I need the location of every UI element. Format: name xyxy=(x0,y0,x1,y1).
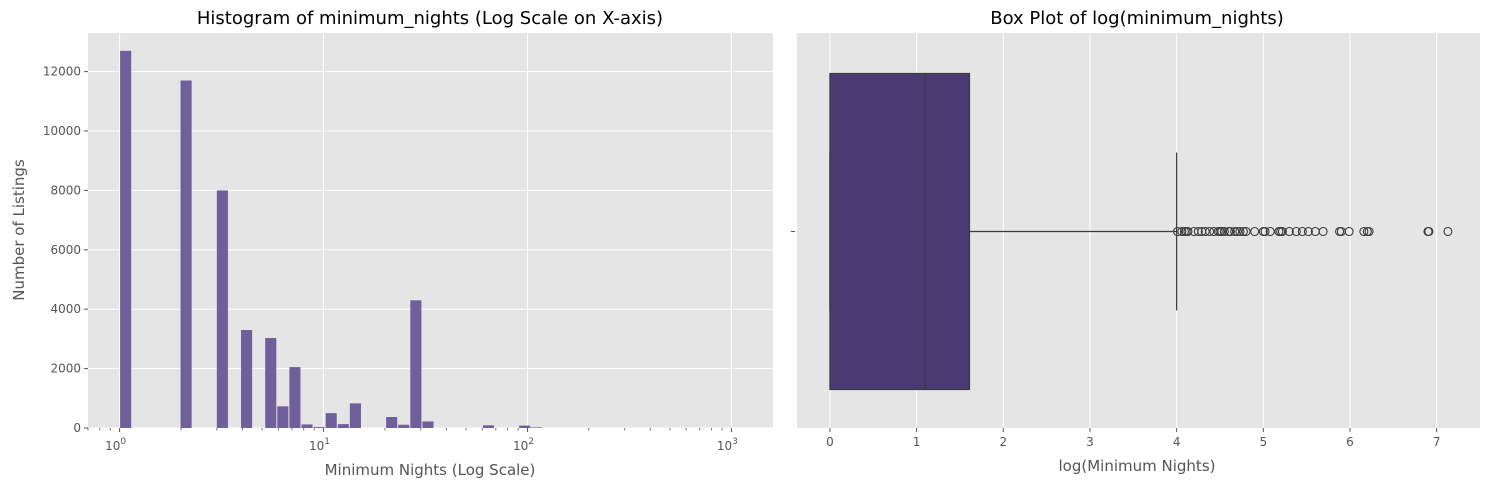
histogram-bar xyxy=(325,413,337,428)
boxplot-outlier xyxy=(1177,226,1187,237)
histogram-y-axis-label: Number of Listings xyxy=(10,159,28,301)
boxplot-x-tick-label: 1 xyxy=(913,435,921,449)
boxplot-title: Box Plot of log(minimum_nights) xyxy=(990,8,1283,29)
boxplot-outlier xyxy=(1193,226,1203,237)
boxplot-x-axis-label: log(Minimum Nights) xyxy=(1059,457,1216,475)
boxplot-outlier xyxy=(1200,226,1210,237)
boxplot-outlier xyxy=(1359,226,1369,237)
histogram-grid xyxy=(88,33,773,429)
boxplot-outlier xyxy=(1297,226,1307,237)
tick-base: 10 xyxy=(309,439,324,453)
tick-base: 10 xyxy=(717,439,732,453)
histogram-y-tick-label: 12000 xyxy=(43,65,81,79)
tick-exponent: 3 xyxy=(732,437,738,447)
histogram-y-tick-label: 8000 xyxy=(50,183,81,197)
boxplot-x-tick-label: 6 xyxy=(1346,435,1354,449)
boxplot-outlier xyxy=(1232,226,1242,237)
histogram-x-tick-label: 103 xyxy=(717,437,738,453)
boxplot-outlier xyxy=(1205,226,1215,237)
tick-base: 10 xyxy=(105,439,120,453)
boxplot-outlier xyxy=(1291,226,1301,237)
histogram-bar xyxy=(241,329,253,428)
boxplot-outlier xyxy=(1238,226,1248,237)
boxplot-outlier xyxy=(1230,226,1240,237)
histogram-y-tick-label: 10000 xyxy=(43,124,81,138)
histogram-x-tick-label: 102 xyxy=(513,437,534,453)
histogram-bar xyxy=(398,424,410,428)
histogram-bar xyxy=(301,424,313,428)
boxplot-outlier xyxy=(1265,226,1275,237)
boxplot-x-tick-label: 2 xyxy=(999,435,1007,449)
boxplot-outlier xyxy=(1219,226,1229,237)
boxplot-body xyxy=(829,72,1178,391)
histogram-bars xyxy=(120,50,543,428)
histogram-x-ticks: 100 101 102 103 xyxy=(87,428,738,453)
histogram-bar xyxy=(386,417,398,428)
histogram-x-axis-label: Minimum Nights (Log Scale) xyxy=(325,461,536,479)
boxplot-outlier xyxy=(1217,226,1227,237)
boxplot-x-tick-label: 0 xyxy=(826,435,834,449)
histogram-title: Histogram of minimum_nights (Log Scale o… xyxy=(197,8,663,29)
boxplot-outlier xyxy=(1364,226,1374,237)
histogram-bar xyxy=(289,367,301,428)
tick-base: 10 xyxy=(513,439,528,453)
histogram-bar xyxy=(410,300,422,428)
boxplot-outlier xyxy=(1241,226,1251,237)
tick-exponent: 1 xyxy=(324,437,330,447)
boxplot-outlier xyxy=(1172,226,1183,237)
boxplot-x-tick-label: 7 xyxy=(1433,435,1441,449)
histogram-plot-area xyxy=(88,33,773,428)
boxplot-box xyxy=(829,72,971,391)
boxplot-outlier xyxy=(1303,226,1313,237)
histogram-bar xyxy=(422,421,434,428)
histogram-y-ticks: 0 2000 4000 6000 8000 10000 12000 xyxy=(43,65,88,435)
histogram-y-tick-label: 2000 xyxy=(50,362,81,376)
boxplot-outlier xyxy=(1235,226,1245,237)
histogram-bar xyxy=(265,338,277,428)
histogram-bar xyxy=(337,424,349,428)
boxplot-outlier xyxy=(1225,226,1235,237)
histogram-panel: 100 101 102 103 020004000600080001000012000… xyxy=(10,8,773,479)
boxplot-outlier xyxy=(1250,226,1260,237)
histogram-bar xyxy=(120,50,132,428)
boxplot-outlier xyxy=(1318,226,1328,237)
histogram-x-tick-label: 100 xyxy=(105,437,126,453)
boxplot-x-tick-label: 5 xyxy=(1259,435,1267,449)
boxplot-x-tick-label: 4 xyxy=(1173,435,1181,449)
boxplot-outlier xyxy=(1443,226,1453,237)
tick-exponent: 2 xyxy=(528,437,534,447)
histogram-bar xyxy=(180,80,192,428)
boxplot-x-ticks: 0 1 2 3 4 5 6 7 xyxy=(826,428,1440,449)
boxplot-outlier xyxy=(1424,226,1434,237)
boxplot-outlier xyxy=(1183,226,1193,237)
histogram-bar xyxy=(519,425,531,428)
boxplot-outliers xyxy=(1172,226,1453,237)
histogram-bar xyxy=(313,427,325,428)
histogram-y-tick-label: 6000 xyxy=(50,243,81,257)
histogram-y-tick-label: 0 xyxy=(73,421,81,435)
histogram-bar xyxy=(531,427,543,428)
histogram-bar xyxy=(482,425,494,428)
histogram-bar xyxy=(216,190,228,428)
tick-exponent: 0 xyxy=(120,437,126,447)
boxplot-outlier xyxy=(1344,226,1354,237)
histogram-x-tick-label: 101 xyxy=(309,437,330,453)
histogram-y-tick-label: 4000 xyxy=(50,302,81,316)
boxplot-outlier xyxy=(1277,226,1287,237)
histogram-bar xyxy=(349,403,361,428)
histogram-bar xyxy=(277,406,289,428)
boxplot-outlier xyxy=(1260,226,1270,237)
boxplot-outlier xyxy=(1284,226,1294,237)
boxplot-panel: 0 1 2 3 4 5 6 7 Box Plot of log(minimum_nights)… xyxy=(791,8,1480,475)
boxplot-x-tick-label: 3 xyxy=(1086,435,1094,449)
